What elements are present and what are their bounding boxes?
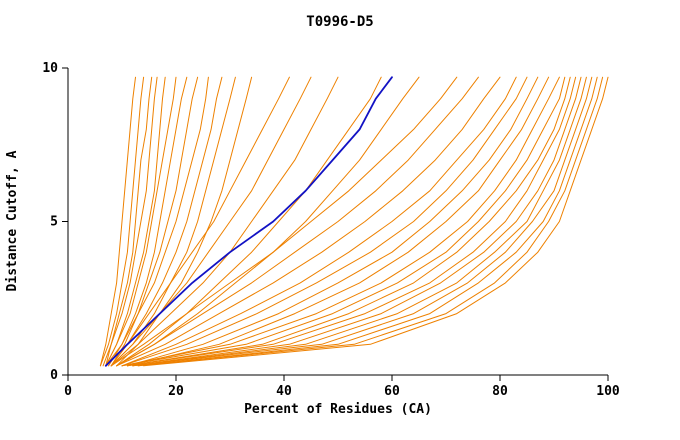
series-line <box>110 76 199 367</box>
x-tick-label: 40 <box>276 384 292 399</box>
series-line <box>102 76 158 367</box>
x-tick-label: 60 <box>384 384 400 399</box>
x-tick-label: 100 <box>596 384 620 399</box>
series-line <box>99 76 136 367</box>
chart-title: T0996-D5 <box>306 14 373 30</box>
series-line <box>121 76 560 367</box>
series-line <box>126 76 571 367</box>
series-line <box>99 76 145 367</box>
y-tick-label: 5 <box>50 215 58 230</box>
series-line <box>116 76 479 367</box>
x-tick-label: 80 <box>492 384 508 399</box>
series-line <box>137 76 598 367</box>
series-line <box>126 76 539 367</box>
series-line <box>137 76 604 367</box>
series-line <box>116 76 253 367</box>
series-line <box>110 76 223 367</box>
series-line <box>126 76 577 367</box>
series-line <box>116 76 501 367</box>
y-tick-label: 10 <box>42 61 58 76</box>
series-line <box>132 76 582 367</box>
y-tick-label: 0 <box>50 368 58 383</box>
x-tick-label: 0 <box>64 384 72 399</box>
series-line <box>110 76 458 367</box>
series-line <box>126 76 550 367</box>
series-group <box>99 76 609 367</box>
series-line <box>121 76 566 367</box>
series-line <box>132 76 593 367</box>
series-line <box>110 76 312 367</box>
x-axis-title: Percent of Residues (CA) <box>244 402 432 417</box>
series-line <box>105 76 166 367</box>
series-line <box>121 76 517 367</box>
series-line <box>121 76 528 367</box>
series-line <box>143 76 609 367</box>
series-line <box>132 76 587 367</box>
axes: 0 20 40 60 80 100 0 5 10 <box>42 61 620 399</box>
x-tick-label: 20 <box>168 384 184 399</box>
series-line <box>116 76 382 367</box>
y-axis-title: Distance Cutoff, A <box>5 150 20 291</box>
series-line <box>108 76 188 367</box>
series-line <box>105 76 153 367</box>
series-line <box>110 76 236 367</box>
highlight-series-line <box>104 76 393 367</box>
series-line <box>105 76 209 367</box>
series-line <box>105 76 177 367</box>
series-line <box>105 76 290 367</box>
series-line <box>116 76 420 367</box>
series-line <box>110 76 339 367</box>
